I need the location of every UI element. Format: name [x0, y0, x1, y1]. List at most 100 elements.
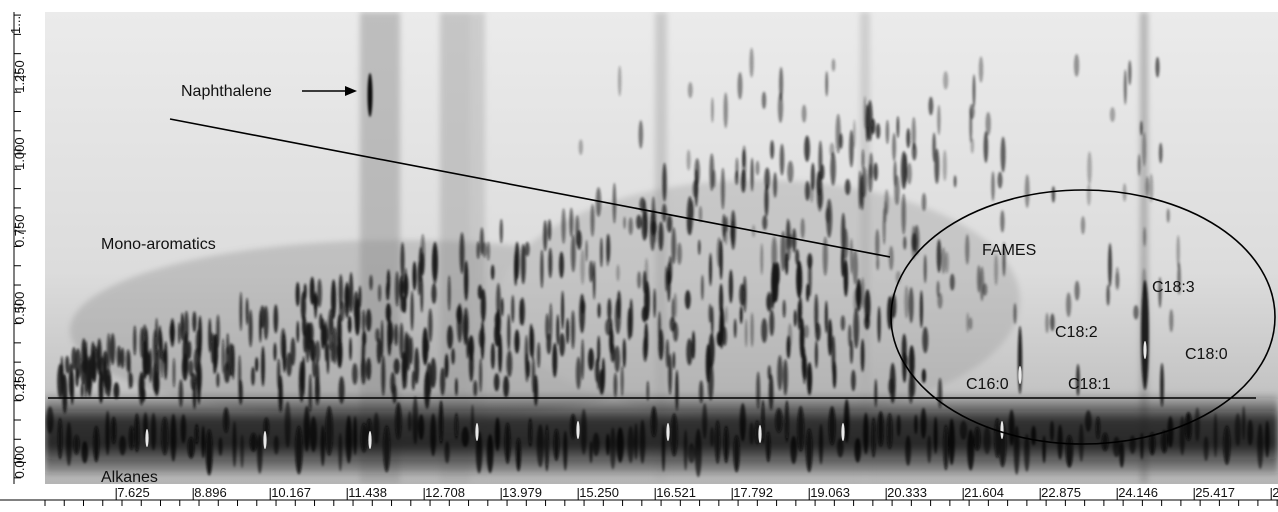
- aromatic-peak: [861, 149, 865, 170]
- upper-peak: [970, 138, 974, 154]
- aromatic-peak: [524, 241, 530, 257]
- alkane-peak: [616, 427, 624, 463]
- x-tick-label: 15.250: [579, 485, 619, 500]
- alkane-peak: [639, 419, 646, 464]
- aromatic-peak: [149, 348, 152, 383]
- aromatic-peak: [569, 207, 574, 238]
- aromatic-peak: [353, 291, 359, 322]
- upper-peak: [1145, 176, 1149, 197]
- aromatic-peak: [312, 352, 316, 378]
- upper-peak: [1166, 208, 1170, 223]
- aromatic-peak: [806, 362, 813, 396]
- aromatic-peak: [407, 333, 411, 371]
- aromatic-peak: [771, 236, 778, 273]
- aromatic-peak: [503, 375, 510, 398]
- aromatic-peak: [792, 228, 797, 253]
- upper-peak: [725, 306, 728, 324]
- mono-aromatics-label: Mono-aromatics: [101, 236, 216, 253]
- alkane-peak: [1149, 432, 1156, 456]
- aromatic-peak: [431, 283, 437, 304]
- alkane-peak: [818, 423, 824, 465]
- aromatic-peak: [822, 236, 828, 276]
- aromatic-peak: [588, 348, 594, 371]
- upper-peak: [848, 324, 852, 348]
- alkane-peak: [805, 428, 813, 473]
- alkane-peak: [240, 434, 244, 469]
- c18-1-label: C18:1: [1068, 376, 1111, 393]
- alkane-peak: [1013, 425, 1020, 475]
- aromatic-peak: [499, 218, 503, 244]
- aromatic-peak: [721, 167, 725, 210]
- aromatic-peak: [180, 312, 184, 341]
- aromatic-peak: [479, 358, 482, 393]
- alkane-peak: [310, 416, 317, 453]
- aromatic-peak: [552, 342, 558, 378]
- alkane-peak: [475, 431, 483, 474]
- aromatic-peak: [393, 358, 400, 375]
- upper-peak: [711, 97, 714, 123]
- upper-peak: [1074, 280, 1080, 301]
- aromatic-peak: [793, 309, 797, 327]
- aromatic-peak: [779, 143, 785, 176]
- aromatic-peak: [80, 360, 86, 385]
- aromatic-peak: [919, 290, 924, 329]
- alkane-peak: [439, 400, 444, 444]
- aromatic-peak: [385, 281, 390, 301]
- aromatic-peak: [192, 311, 197, 333]
- alkane-peak: [1112, 436, 1121, 458]
- upper-peak: [657, 311, 662, 344]
- c18-2-label: C18:2: [1055, 324, 1098, 341]
- upper-peak: [1086, 183, 1091, 206]
- alkane-peak: [1078, 423, 1084, 462]
- aromatic-peak: [158, 325, 162, 353]
- aromatic-peak: [699, 206, 702, 223]
- aromatic-peak: [684, 290, 691, 310]
- aromatic-peak: [90, 350, 96, 378]
- upper-peak: [1051, 186, 1056, 203]
- upper-peak: [1002, 242, 1006, 277]
- aromatic-peak: [530, 327, 535, 360]
- alkane-peak: [119, 435, 126, 456]
- aromatic-peak: [773, 267, 779, 302]
- aromatic-peak: [331, 279, 337, 320]
- fame-peak: [1108, 243, 1112, 287]
- alkane-peak: [150, 412, 157, 451]
- aromatic-peak: [875, 123, 881, 139]
- aromatic-peak: [756, 371, 761, 409]
- alkane-peak: [1242, 405, 1246, 441]
- aromatic-peak: [369, 274, 373, 291]
- aromatic-peak: [671, 227, 677, 264]
- aromatic-peak: [245, 297, 249, 326]
- upper-peak: [825, 71, 829, 97]
- aromatic-peak: [597, 302, 601, 319]
- aromatic-peak: [840, 315, 846, 331]
- upper-peak: [1158, 142, 1163, 164]
- upper-peak: [1158, 277, 1162, 308]
- aromatic-peak: [480, 320, 485, 360]
- alkane-peak: [444, 441, 450, 464]
- upper-peak: [1080, 216, 1086, 235]
- alkane-peak: [170, 413, 177, 462]
- alkane-peak: [775, 408, 783, 433]
- aromatic-peak: [694, 169, 698, 207]
- aromatic-peak: [734, 170, 739, 185]
- aromatic-peak: [337, 314, 342, 352]
- aromatic-peak: [314, 377, 321, 406]
- aromatic-peak: [686, 338, 693, 366]
- aromatic-peak: [646, 380, 650, 401]
- upper-peak: [1000, 210, 1005, 233]
- saturated-peaks: [145, 341, 1147, 449]
- aromatic-peak: [575, 356, 582, 390]
- aromatic-peak: [858, 170, 862, 210]
- aromatic-peak: [590, 203, 595, 237]
- c16-0-label: C16:0: [966, 376, 1009, 393]
- upper-peak: [942, 150, 947, 181]
- aromatic-peak: [75, 367, 79, 387]
- aromatic-peak: [347, 315, 352, 334]
- upper-peak: [829, 142, 835, 158]
- aromatic-peak: [426, 362, 432, 397]
- upper-peak: [1123, 69, 1127, 105]
- alkane-peak: [325, 406, 333, 456]
- aromatic-peak: [606, 233, 610, 267]
- upper-peak: [904, 285, 909, 319]
